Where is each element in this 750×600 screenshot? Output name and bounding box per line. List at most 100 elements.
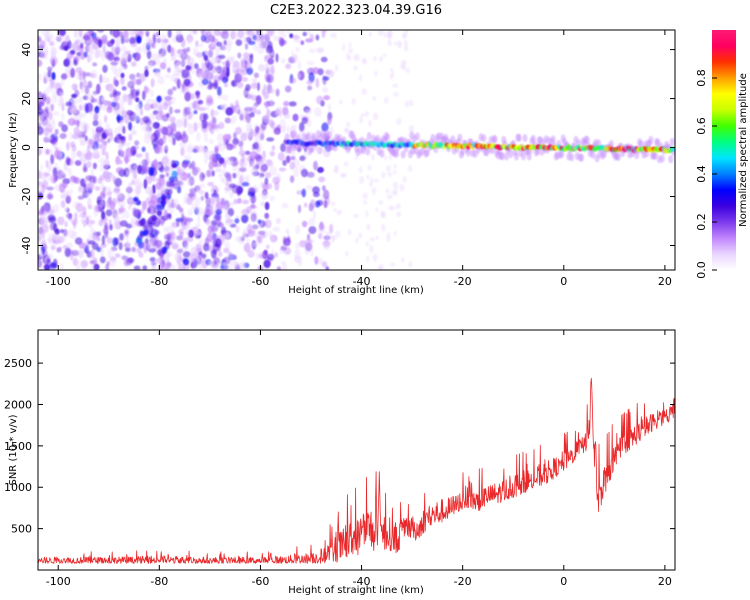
spectrogram-cell — [323, 235, 331, 241]
spectrogram-cell — [168, 181, 174, 188]
spectrogram-cell — [514, 152, 519, 161]
spectrogram-cell — [80, 178, 85, 187]
spectrogram-cell — [240, 163, 246, 169]
spectrogram-cell — [73, 84, 78, 91]
spectrogram-cell — [263, 101, 271, 107]
spectrogram-cell — [239, 113, 244, 121]
spectrogram-cell — [385, 188, 390, 195]
spectrogram-cell — [358, 166, 363, 174]
spectrogram-cell — [46, 96, 51, 105]
spectrogram-cell — [292, 113, 299, 122]
spectrogram-cell — [162, 246, 167, 254]
spectrogram-cell — [243, 242, 251, 253]
spectrogram-cell — [128, 205, 132, 210]
spectrogram-cell — [105, 77, 110, 84]
spectrogram-cell — [93, 210, 99, 217]
spectrogram-cell — [261, 190, 269, 200]
colorbar-tick-label: 0.0 — [695, 261, 708, 279]
spectrogram-cell — [244, 111, 251, 120]
spectrogram-cell — [78, 186, 86, 195]
spectrogram-cell — [310, 199, 316, 209]
spectrogram-cell — [110, 246, 118, 252]
spectrogram-cell — [481, 134, 487, 143]
spectrogram-cell — [300, 168, 309, 178]
spectrogram-cell — [38, 36, 42, 42]
spectrogram-cell — [286, 30, 290, 35]
spectrogram-cell — [306, 171, 315, 178]
spectrogram-cell — [71, 93, 77, 99]
spectrogram-cell — [268, 88, 275, 94]
spectrogram-cell — [648, 135, 654, 144]
spectrogram-cell — [182, 251, 191, 258]
spectrogram-cell — [104, 230, 109, 239]
spectrogram-cell — [187, 208, 194, 216]
spectrogram-cell — [281, 202, 289, 209]
spectrogram-cell — [223, 39, 227, 46]
spectrogram-cell — [197, 214, 201, 224]
spectrogram-cell — [87, 197, 92, 207]
spectrogram-cell — [345, 121, 351, 128]
spectrogram-cell — [219, 177, 225, 183]
spectrogram-cell — [83, 162, 87, 172]
spectrogram-cell — [368, 31, 372, 38]
spectrogram-cell — [371, 186, 377, 195]
spectrogram-cell — [266, 137, 275, 142]
spectrogram-cell — [59, 45, 66, 51]
spectrogram-cell — [400, 150, 406, 159]
spectrogram-cell — [289, 161, 295, 170]
spectrogram-cell — [234, 261, 239, 267]
spectrogram-cell — [584, 135, 590, 144]
spectrogram-cell — [392, 83, 399, 88]
spectrogram-cell — [226, 67, 230, 77]
spectrogram-cell — [51, 72, 56, 80]
spectrogram-cell — [149, 257, 156, 262]
spectrogram-cell — [88, 53, 93, 62]
spectrogram-cell — [204, 137, 209, 142]
spectrogram-cell — [234, 73, 242, 83]
spectrogram-cell — [176, 66, 180, 76]
spectrogram-cell — [103, 160, 110, 169]
spectrogram-y-tick-label: -40 — [20, 237, 33, 255]
spectrogram-cell — [90, 167, 94, 177]
spectrogram-cell — [203, 54, 208, 61]
spectrogram-cell — [154, 103, 162, 110]
spectrogram-cell — [530, 134, 536, 143]
spectrogram-cell — [245, 84, 251, 92]
spectrogram-cell — [154, 239, 163, 248]
spectrogram-cell — [50, 154, 54, 165]
spectrogram-cell — [408, 99, 414, 107]
spectrogram-cell — [373, 70, 378, 77]
snr-x-tick-label: -20 — [454, 575, 472, 588]
spectrogram-cell — [300, 40, 304, 45]
spectrogram-cell — [76, 150, 83, 158]
spectrogram-cell — [109, 84, 114, 95]
figure-title: C2E3.2022.323.04.39.G16 — [270, 3, 442, 18]
spectrogram-cell — [225, 60, 230, 70]
spectrogram-cell — [258, 174, 263, 180]
spectrogram-cell — [176, 118, 184, 128]
spectrogram-cell — [125, 96, 131, 101]
spectrogram-cell — [60, 200, 66, 209]
spectrogram-cell — [63, 58, 70, 67]
spectrogram-cell — [94, 150, 100, 157]
spectrogram-cell — [38, 234, 42, 242]
spectrogram-cell — [266, 244, 270, 249]
spectrogram-cell — [205, 196, 211, 207]
spectrogram-cell — [250, 167, 258, 177]
spectrogram-cell — [293, 35, 301, 43]
spectrogram-cell — [54, 128, 59, 135]
spectrogram-cell — [144, 69, 149, 77]
snr-x-ticks: -100 -80 -60 -40 -20 0 20 — [46, 330, 672, 588]
spectrogram-cell — [227, 42, 232, 53]
spectrogram-cell — [367, 164, 372, 171]
snr-x-tick-label: -40 — [353, 575, 371, 588]
spectrogram-cell — [143, 85, 148, 94]
spectrogram-cell — [180, 222, 184, 227]
spectrogram-cell — [406, 68, 411, 74]
spectrogram-cell — [279, 37, 285, 47]
spectrogram-cell — [347, 55, 352, 61]
spectrogram-cell — [327, 103, 332, 112]
spectrogram-cell — [165, 172, 169, 177]
spectrogram-cell — [178, 142, 186, 148]
spectrogram-cell — [70, 108, 77, 113]
